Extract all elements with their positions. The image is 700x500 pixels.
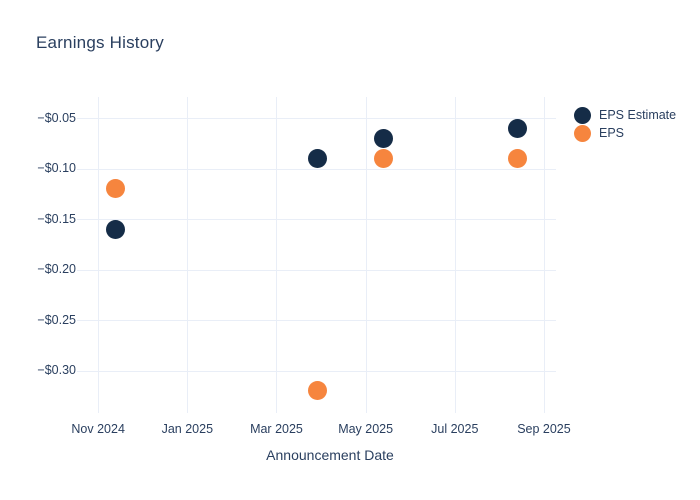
legend-marker-eps-icon bbox=[574, 124, 591, 142]
x-tick-mark bbox=[454, 408, 456, 413]
y-gridline bbox=[83, 269, 556, 271]
eps-estimate-point[interactable] bbox=[106, 219, 126, 239]
x-tick-label: Nov 2024 bbox=[71, 422, 125, 436]
eps-point[interactable] bbox=[308, 381, 328, 401]
x-tick-mark bbox=[98, 408, 100, 413]
plot-area[interactable] bbox=[83, 97, 556, 408]
x-tick-label: Jan 2025 bbox=[161, 422, 214, 436]
y-gridline bbox=[83, 118, 556, 120]
y-tick-mark bbox=[77, 219, 83, 221]
legend: EPS Estimate EPS bbox=[574, 106, 676, 142]
x-tick-mark bbox=[276, 408, 278, 413]
legend-item-eps-estimate[interactable]: EPS Estimate bbox=[574, 106, 676, 124]
y-gridline bbox=[83, 320, 556, 322]
eps-estimate-point[interactable] bbox=[308, 149, 328, 169]
y-tick-label: −$0.15 bbox=[37, 211, 76, 226]
x-tick-mark bbox=[543, 408, 545, 413]
y-tick-mark bbox=[77, 320, 83, 322]
eps-point[interactable] bbox=[507, 149, 527, 169]
eps-point[interactable] bbox=[106, 179, 126, 199]
y-tick-label: −$0.20 bbox=[37, 262, 76, 277]
eps-estimate-point[interactable] bbox=[507, 118, 527, 138]
legend-item-eps[interactable]: EPS bbox=[574, 124, 676, 142]
x-gridline bbox=[543, 97, 545, 408]
chart-title: Earnings History bbox=[36, 33, 164, 52]
y-tick-mark bbox=[77, 118, 83, 120]
x-gridline bbox=[454, 97, 456, 408]
x-tick-mark bbox=[187, 408, 189, 413]
legend-label-eps: EPS bbox=[599, 126, 625, 140]
x-axis-title: Announcement Date bbox=[266, 447, 394, 463]
x-tick-label: May 2025 bbox=[338, 422, 394, 436]
x-tick-label: Sep 2025 bbox=[517, 422, 571, 436]
eps-estimate-point[interactable] bbox=[373, 128, 393, 148]
y-tick-label: −$0.05 bbox=[37, 110, 76, 125]
y-tick-mark bbox=[77, 269, 83, 271]
x-gridline bbox=[276, 97, 278, 408]
x-tick-mark bbox=[365, 408, 367, 413]
eps-point[interactable] bbox=[373, 149, 393, 169]
y-gridline bbox=[83, 370, 556, 372]
legend-label-eps-estimate: EPS Estimate bbox=[599, 108, 677, 122]
x-tick-label: Jul 2025 bbox=[431, 422, 479, 436]
y-tick-mark bbox=[77, 168, 83, 170]
y-tick-label: −$0.10 bbox=[37, 161, 76, 176]
x-gridline bbox=[98, 97, 100, 408]
x-gridline bbox=[187, 97, 189, 408]
x-tick-label: Mar 2025 bbox=[250, 422, 303, 436]
y-gridline bbox=[83, 219, 556, 221]
y-tick-label: −$0.30 bbox=[37, 363, 76, 378]
x-gridline bbox=[365, 97, 367, 408]
y-gridline bbox=[83, 168, 556, 170]
y-tick-label: −$0.25 bbox=[37, 312, 76, 327]
legend-marker-eps-estimate-icon bbox=[574, 106, 591, 124]
y-tick-mark bbox=[77, 370, 83, 372]
